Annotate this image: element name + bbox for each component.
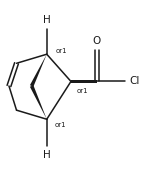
Text: or1: or1: [54, 122, 66, 128]
Polygon shape: [30, 85, 47, 119]
Text: O: O: [93, 36, 101, 46]
Polygon shape: [30, 54, 47, 87]
Text: Cl: Cl: [129, 76, 140, 87]
Text: H: H: [43, 150, 51, 160]
Text: or1: or1: [56, 48, 67, 54]
Text: H: H: [43, 15, 51, 25]
Text: or1: or1: [77, 88, 89, 94]
Polygon shape: [71, 80, 97, 83]
